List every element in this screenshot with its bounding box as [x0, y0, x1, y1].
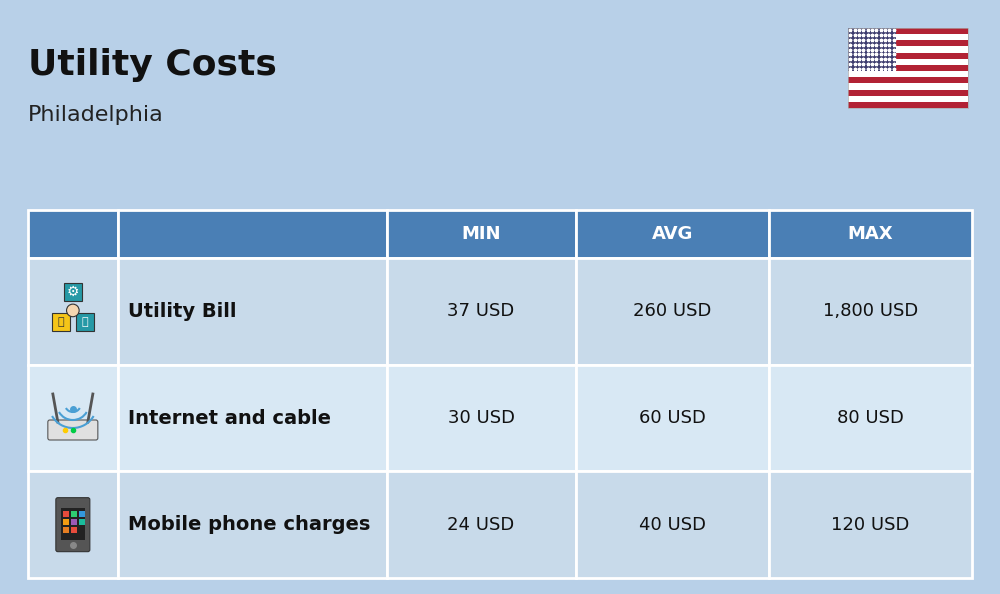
Bar [848, 83, 968, 90]
Text: 30 USD: 30 USD [448, 409, 515, 427]
Bar [848, 40, 968, 46]
Bar [848, 53, 968, 59]
Bar [387, 210, 576, 258]
Text: 37 USD: 37 USD [447, 302, 515, 320]
Bar [118, 210, 387, 258]
FancyBboxPatch shape [56, 498, 90, 552]
Text: MIN: MIN [461, 225, 501, 243]
Bar [118, 471, 387, 578]
Text: Utility Costs: Utility Costs [28, 48, 277, 82]
Bar [28, 471, 118, 578]
Bar [79, 519, 85, 525]
Bar [848, 59, 968, 65]
Bar [769, 258, 972, 365]
Bar [848, 28, 968, 34]
Bar [64, 283, 82, 301]
Bar [848, 102, 968, 108]
Text: 24 USD: 24 USD [447, 516, 515, 533]
Circle shape [67, 304, 79, 317]
Bar [79, 511, 85, 517]
Bar [28, 365, 118, 471]
FancyBboxPatch shape [48, 420, 98, 440]
Bar [848, 77, 968, 83]
Text: Internet and cable: Internet and cable [128, 409, 331, 428]
Bar [71, 527, 77, 533]
Text: 260 USD: 260 USD [633, 302, 711, 320]
Bar [848, 65, 968, 71]
Bar [576, 471, 769, 578]
Bar [71, 519, 77, 525]
Bar [71, 511, 77, 517]
Bar [848, 96, 968, 102]
Text: AVG: AVG [652, 225, 693, 243]
Bar [769, 210, 972, 258]
Bar [848, 28, 896, 71]
Bar [769, 365, 972, 471]
Bar [387, 258, 576, 365]
Bar [769, 471, 972, 578]
Text: 💧: 💧 [81, 317, 88, 327]
Bar [61, 508, 85, 540]
Bar [848, 46, 968, 53]
Bar [63, 519, 69, 525]
Bar [28, 210, 118, 258]
Bar [28, 258, 118, 365]
Bar [848, 90, 968, 96]
Text: Philadelphia: Philadelphia [28, 105, 164, 125]
Text: 120 USD: 120 USD [831, 516, 910, 533]
Text: 🔌: 🔌 [58, 317, 64, 327]
Bar [387, 471, 576, 578]
Bar [387, 365, 576, 471]
Bar [118, 365, 387, 471]
Bar [848, 71, 968, 77]
Text: MAX: MAX [848, 225, 893, 243]
Text: ⚙: ⚙ [67, 285, 79, 299]
Bar [848, 34, 968, 40]
Bar [576, 210, 769, 258]
Text: Utility Bill: Utility Bill [128, 302, 236, 321]
Text: 60 USD: 60 USD [639, 409, 706, 427]
Bar [576, 365, 769, 471]
Bar [52, 313, 70, 331]
Bar [576, 258, 769, 365]
Bar [63, 511, 69, 517]
Text: 1,800 USD: 1,800 USD [823, 302, 918, 320]
Bar [63, 527, 69, 533]
Text: Mobile phone charges: Mobile phone charges [128, 515, 370, 534]
Text: 80 USD: 80 USD [837, 409, 904, 427]
Text: 40 USD: 40 USD [639, 516, 706, 533]
Bar [76, 313, 94, 331]
Bar [848, 28, 968, 108]
Bar [118, 258, 387, 365]
